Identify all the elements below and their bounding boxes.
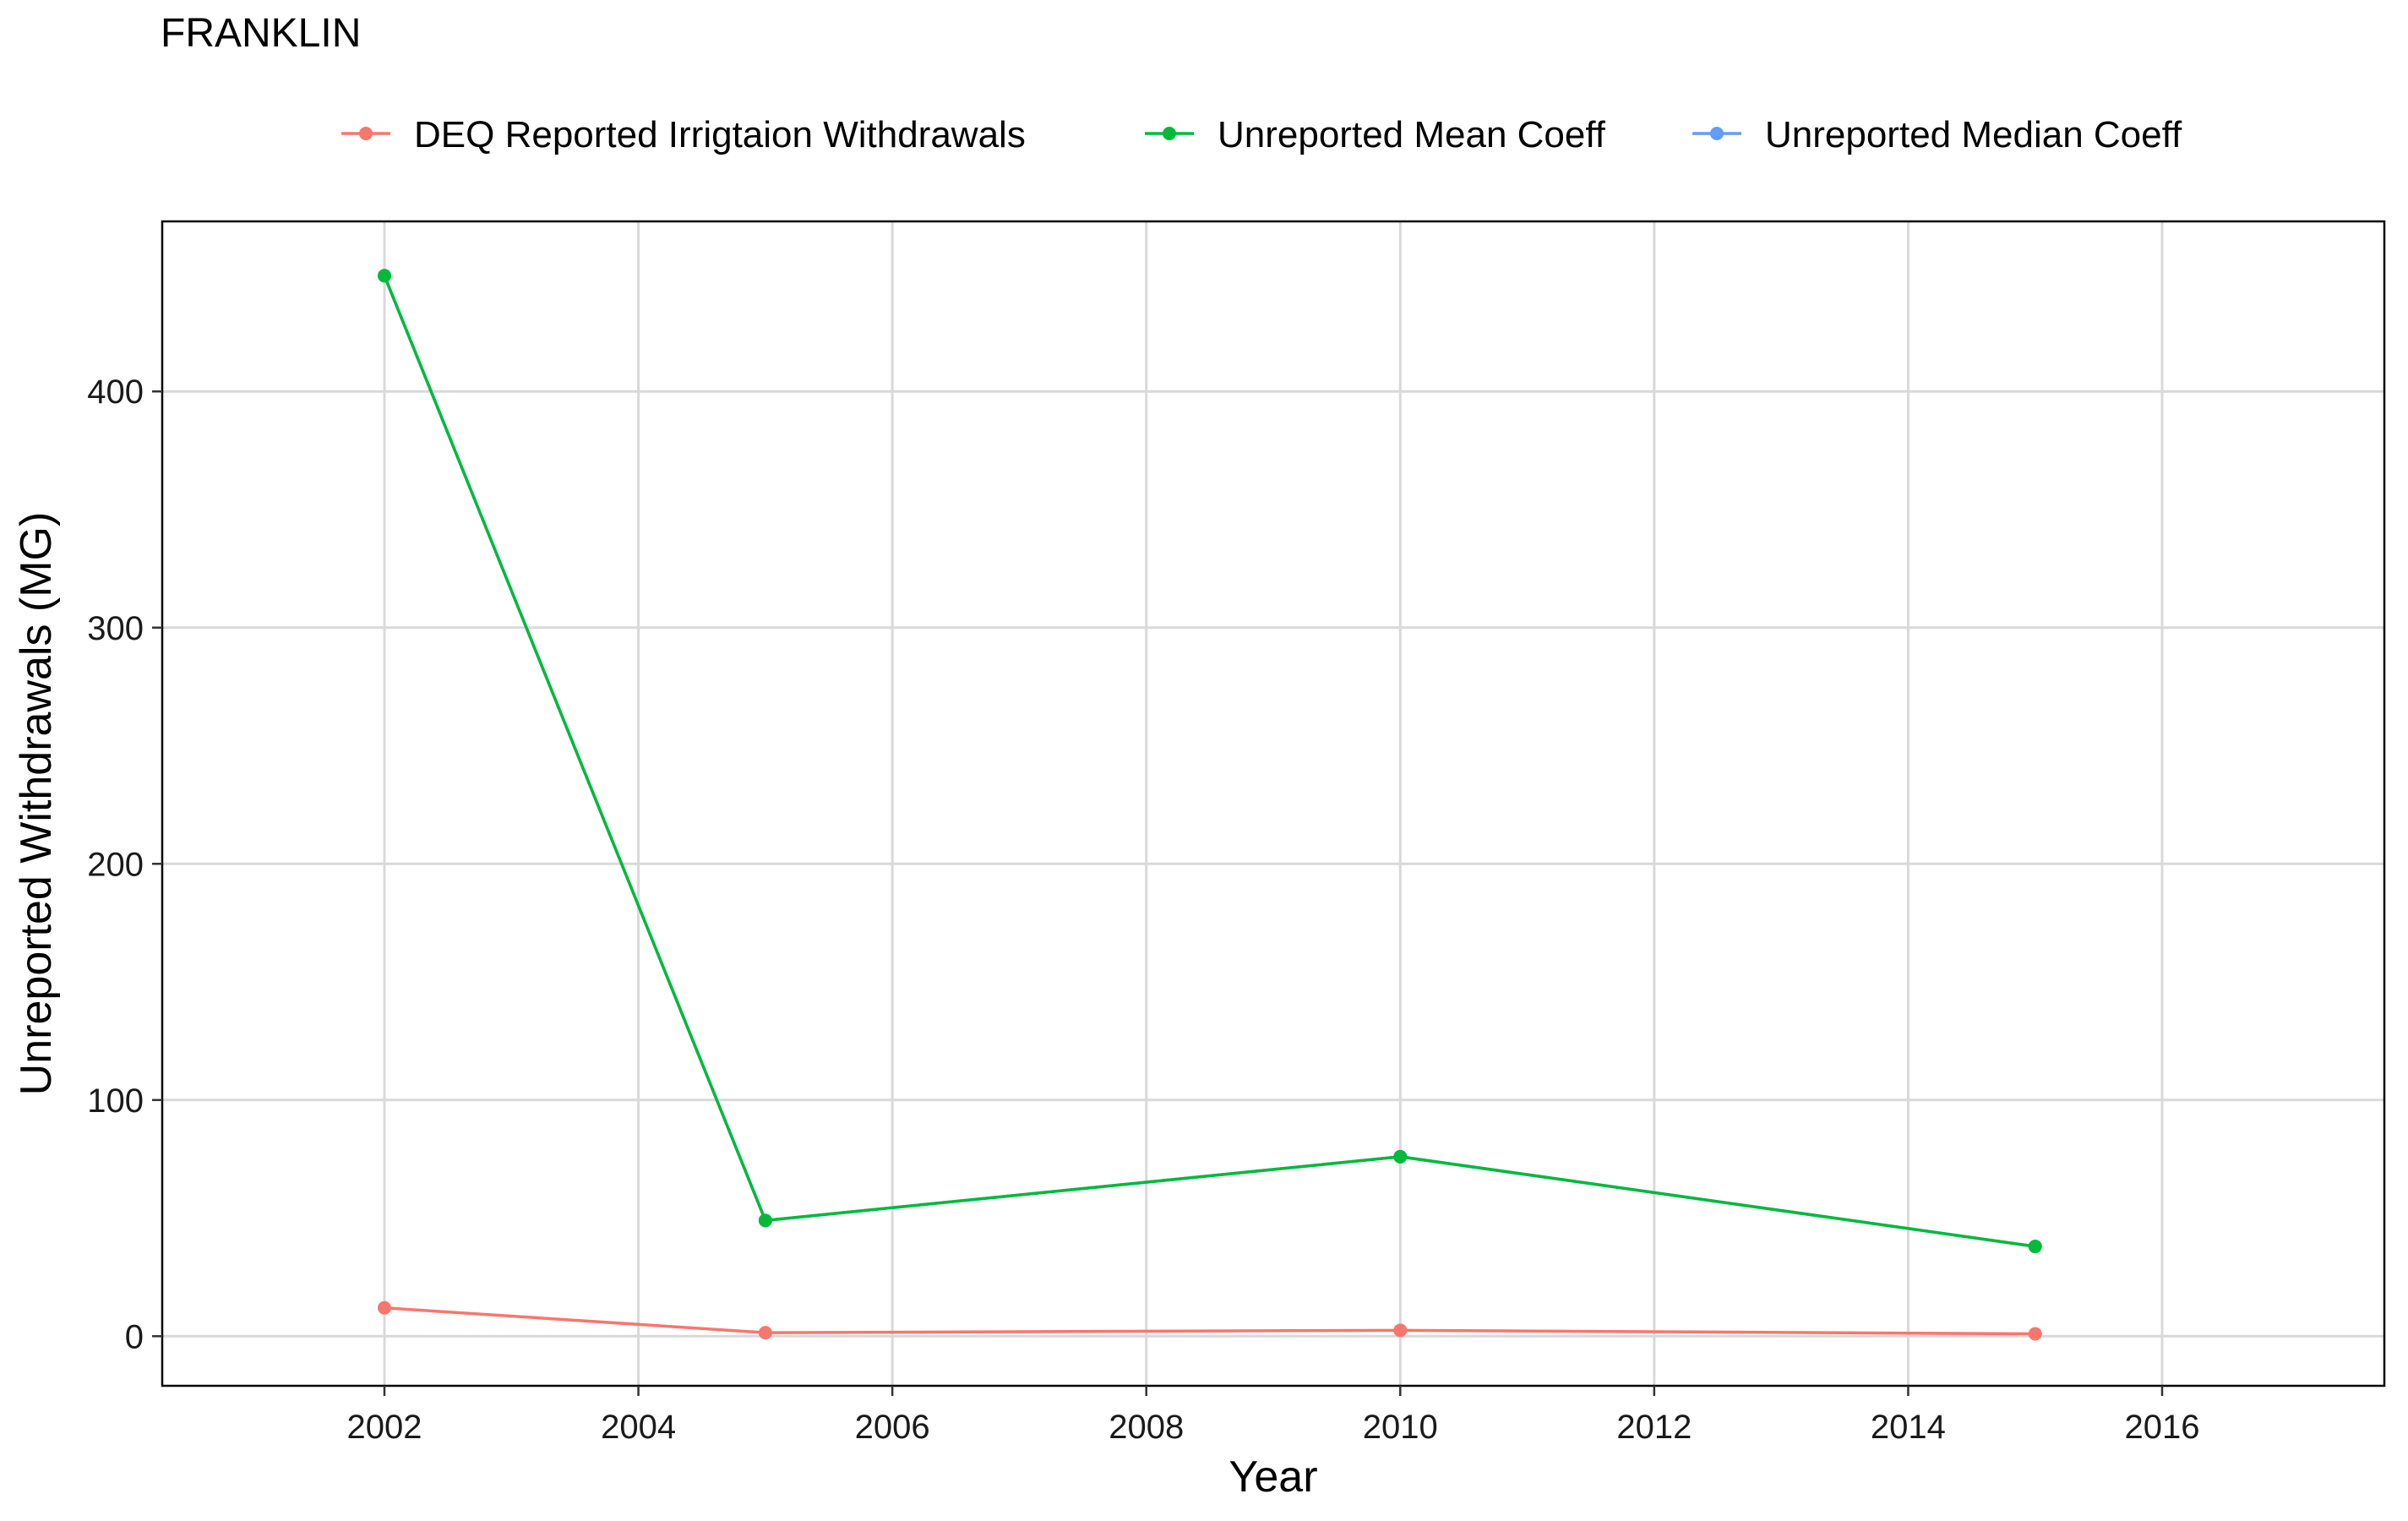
x-tick-label: 2014	[1871, 1409, 1946, 1446]
y-tick-label: 100	[87, 1082, 144, 1120]
y-tick-label: 0	[125, 1318, 144, 1355]
legend-label: Unreported Median Coeff	[1765, 114, 2182, 155]
x-tick-label: 2008	[1109, 1409, 1184, 1446]
data-point-series-1	[2028, 1240, 2042, 1254]
series-line-0	[384, 1306, 2035, 1336]
data-point-series-0	[2028, 1327, 2042, 1341]
x-tick-label: 2006	[855, 1409, 930, 1446]
data-point-series-1	[1393, 1149, 1408, 1164]
x-tick-label: 2012	[1616, 1409, 1692, 1446]
series-points	[378, 269, 2042, 1341]
y-axis-label: Unreported Withdrawals (MG)	[12, 512, 61, 1096]
data-point-series-0	[378, 1300, 391, 1315]
data-point-series-0	[758, 1326, 772, 1340]
data-point-series-1	[378, 269, 391, 283]
axis-ticks: 2002 2004 2006 2008 2010 2012 2014 2016 0 100 200 3…	[87, 373, 2199, 1446]
legend-key-point	[1710, 127, 1724, 140]
x-tick-label: 2004	[601, 1409, 676, 1446]
x-tick-label: 2010	[1363, 1409, 1438, 1446]
legend-label: DEQ Reported Irrigtaion Withdrawals	[414, 114, 1026, 155]
y-tick-label: 300	[87, 610, 144, 647]
y-tick-label: 400	[87, 373, 144, 411]
series-lines	[383, 275, 2035, 1336]
legend-key-point	[359, 127, 373, 140]
grid	[162, 221, 2384, 1386]
x-axis-label: Year	[1229, 1453, 1317, 1502]
x-tick-label: 2016	[2125, 1409, 2200, 1446]
x-tick-label: 2002	[347, 1409, 422, 1446]
plot-panel-border	[161, 220, 2386, 1387]
chart-title: FRANKLIN	[161, 11, 362, 56]
series-line-1	[383, 275, 2035, 1248]
legend: DEQ Reported Irrigtaion Withdrawals Unrep…	[341, 114, 2182, 155]
data-point-series-1	[758, 1213, 772, 1228]
data-point-series-0	[1393, 1323, 1408, 1338]
legend-label: Unreported Mean Coeff	[1218, 114, 1606, 155]
y-tick-label: 200	[87, 846, 144, 883]
legend-key-point	[1163, 127, 1176, 140]
